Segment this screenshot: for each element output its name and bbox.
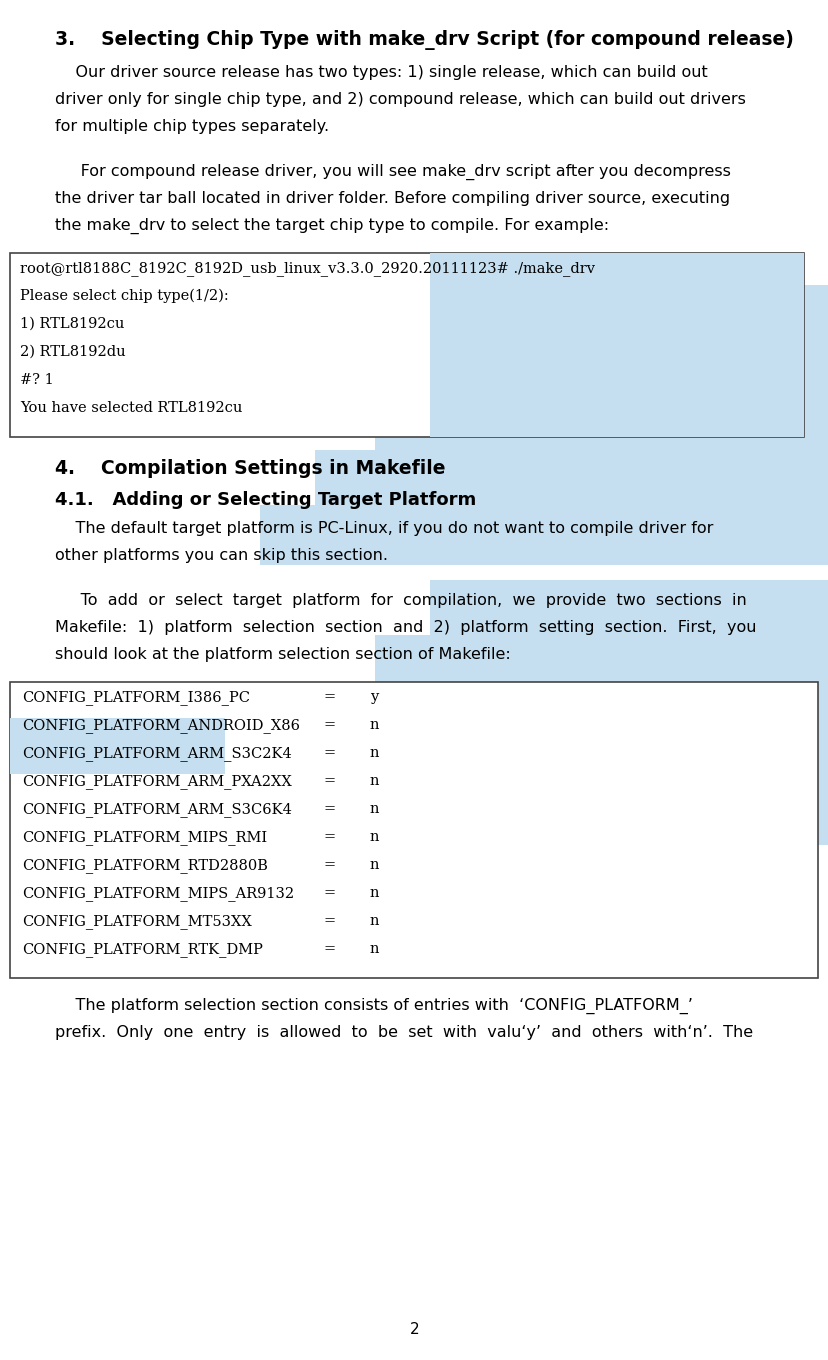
Text: =: =: [324, 802, 335, 816]
Text: prefix.  Only  one  entry  is  allowed  to  be  set  with  valu‘y’  and  others : prefix. Only one entry is allowed to be …: [55, 1025, 752, 1040]
Text: To  add  or  select  target  platform  for  compilation,  we  provide  two  sect: To add or select target platform for com…: [55, 593, 746, 608]
Bar: [315, 450, 828, 505]
Text: CONFIG_PLATFORM_RTK_DMP: CONFIG_PLATFORM_RTK_DMP: [22, 942, 262, 957]
Text: 4.1.   Adding or Selecting Target Platform: 4.1. Adding or Selecting Target Platform: [55, 491, 475, 509]
Bar: [430, 253, 803, 437]
Text: n: n: [369, 774, 379, 787]
Text: driver only for single chip type, and 2) compound release, which can build out d: driver only for single chip type, and 2)…: [55, 92, 745, 107]
Text: CONFIG_PLATFORM_I386_PC: CONFIG_PLATFORM_I386_PC: [22, 690, 250, 704]
Text: 2: 2: [409, 1322, 419, 1337]
Text: n: n: [369, 942, 379, 956]
Text: =: =: [324, 858, 335, 872]
Text: n: n: [369, 914, 379, 928]
Bar: [430, 286, 828, 340]
Text: =: =: [324, 718, 335, 732]
Text: root@rtl8188C_8192C_8192D_usb_linux_v3.3.0_2920.20111123# ./make_drv: root@rtl8188C_8192C_8192D_usb_linux_v3.3…: [20, 261, 595, 276]
Bar: [260, 505, 828, 564]
Text: =: =: [324, 885, 335, 900]
Text: other platforms you can skip this section.: other platforms you can skip this sectio…: [55, 548, 388, 563]
Text: Please select chip type(1/2):: Please select chip type(1/2):: [20, 290, 229, 303]
Text: The platform selection section consists of entries with  ‘CONFIG_PLATFORM_’: The platform selection section consists …: [55, 998, 692, 1015]
Text: #? 1: #? 1: [20, 373, 54, 388]
Bar: [10, 253, 803, 437]
Text: CONFIG_PLATFORM_MT53XX: CONFIG_PLATFORM_MT53XX: [22, 914, 252, 929]
Text: n: n: [369, 802, 379, 816]
Bar: [200, 745, 828, 800]
Text: n: n: [369, 830, 379, 845]
Text: n: n: [369, 747, 379, 760]
Text: the driver tar ball located in driver folder. Before compiling driver source, ex: the driver tar ball located in driver fo…: [55, 190, 729, 205]
Text: 4.    Compilation Settings in Makefile: 4. Compilation Settings in Makefile: [55, 460, 445, 477]
Text: y: y: [369, 690, 378, 704]
Text: CONFIG_PLATFORM_RTD2880B: CONFIG_PLATFORM_RTD2880B: [22, 858, 267, 873]
Text: n: n: [369, 885, 379, 900]
Text: For compound release driver, you will see make_drv script after you decompress: For compound release driver, you will se…: [55, 165, 730, 181]
Text: =: =: [324, 830, 335, 845]
Text: You have selected RTL8192cu: You have selected RTL8192cu: [20, 401, 242, 415]
Text: =: =: [324, 774, 335, 787]
Bar: [10, 681, 817, 978]
Text: the make_drv to select the target chip type to compile. For example:: the make_drv to select the target chip t…: [55, 218, 609, 234]
Text: CONFIG_PLATFORM_MIPS_AR9132: CONFIG_PLATFORM_MIPS_AR9132: [22, 885, 294, 900]
Text: The default target platform is PC-Linux, if you do not want to compile driver fo: The default target platform is PC-Linux,…: [55, 521, 713, 536]
Text: CONFIG_PLATFORM_ARM_PXA2XX: CONFIG_PLATFORM_ARM_PXA2XX: [22, 774, 291, 789]
Text: should look at the platform selection section of Makefile:: should look at the platform selection se…: [55, 647, 510, 662]
Text: n: n: [369, 718, 379, 732]
Bar: [374, 394, 828, 450]
Text: 1) RTL8192cu: 1) RTL8192cu: [20, 317, 124, 330]
Text: =: =: [324, 747, 335, 760]
Text: =: =: [324, 942, 335, 956]
Bar: [10, 718, 224, 747]
Text: 2) RTL8192du: 2) RTL8192du: [20, 345, 126, 359]
Text: Our driver source release has two types: 1) single release, which can build out: Our driver source release has two types:…: [55, 65, 707, 80]
Text: Makefile:  1)  platform  selection  section  and  2)  platform  setting  section: Makefile: 1) platform selection section …: [55, 620, 756, 635]
Bar: [10, 747, 224, 774]
Text: CONFIG_PLATFORM_ANDROID_X86: CONFIG_PLATFORM_ANDROID_X86: [22, 718, 300, 733]
Text: n: n: [369, 858, 379, 872]
Text: 3.    Selecting Chip Type with make_drv Script (for compound release): 3. Selecting Chip Type with make_drv Scr…: [55, 30, 793, 50]
Text: =: =: [324, 914, 335, 928]
Text: CONFIG_PLATFORM_ARM_S3C6K4: CONFIG_PLATFORM_ARM_S3C6K4: [22, 802, 291, 817]
Bar: [374, 635, 828, 690]
Bar: [140, 800, 828, 845]
Bar: [430, 340, 828, 394]
Text: CONFIG_PLATFORM_MIPS_RMI: CONFIG_PLATFORM_MIPS_RMI: [22, 830, 267, 845]
Bar: [315, 690, 828, 745]
Text: CONFIG_PLATFORM_ARM_S3C2K4: CONFIG_PLATFORM_ARM_S3C2K4: [22, 747, 291, 760]
Text: =: =: [324, 690, 335, 704]
Bar: [430, 579, 828, 635]
Text: for multiple chip types separately.: for multiple chip types separately.: [55, 120, 329, 135]
